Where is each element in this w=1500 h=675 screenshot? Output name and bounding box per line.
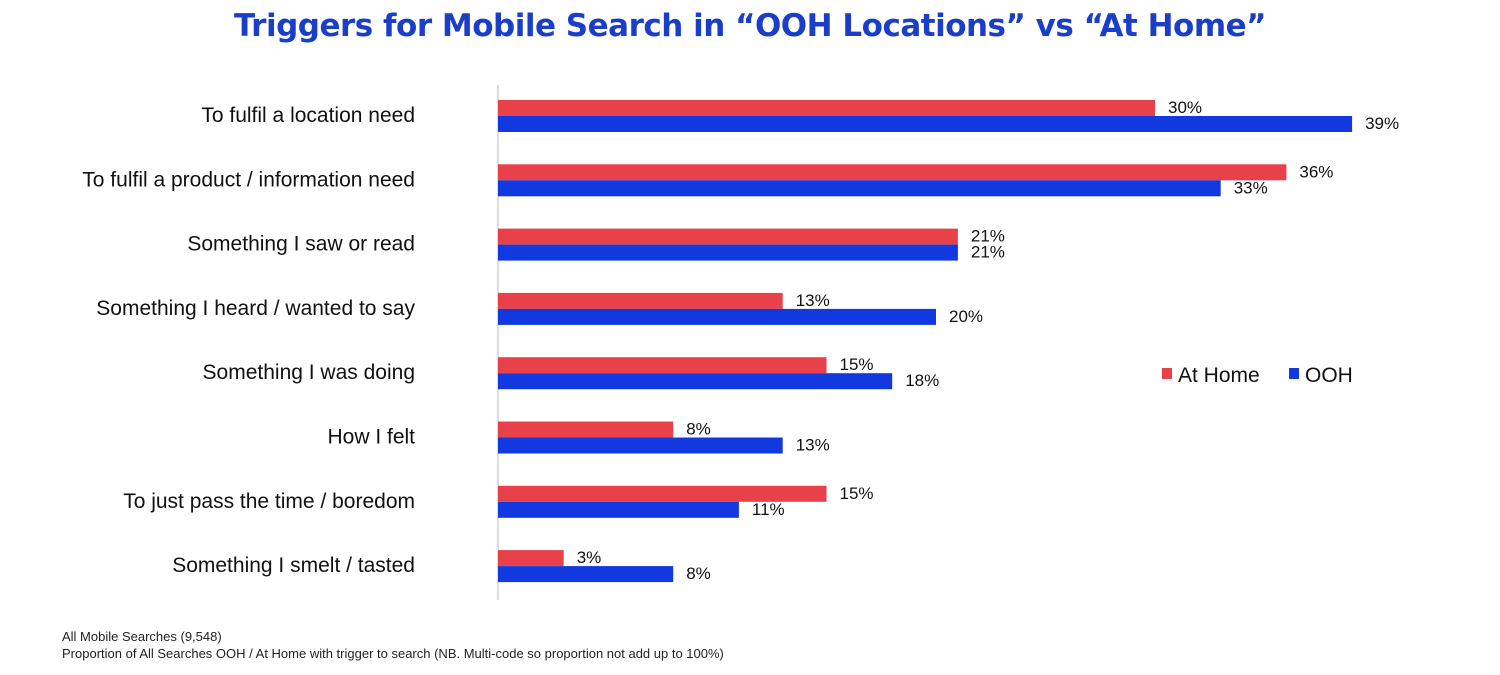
data-label: 11% xyxy=(752,500,785,519)
data-label: 20% xyxy=(949,307,983,326)
category-label: Something I smelt / tasted xyxy=(172,554,415,577)
legend-swatch xyxy=(1162,368,1172,379)
bar-at-home xyxy=(498,421,674,438)
bar-ooh xyxy=(498,244,958,261)
data-label: 3% xyxy=(577,548,602,567)
data-label: 8% xyxy=(686,420,711,439)
data-label: 21% xyxy=(971,227,1005,246)
category-label: How I felt xyxy=(327,426,415,449)
data-label: 18% xyxy=(905,371,939,390)
bar-at-home xyxy=(498,164,1287,181)
category-label: Something I heard / wanted to say xyxy=(96,297,415,320)
bar-at-home xyxy=(498,100,1155,116)
legend-label: OOH xyxy=(1305,364,1353,387)
bar-ooh xyxy=(498,566,674,583)
chart-title: Triggers for Mobile Search in “OOH Locat… xyxy=(233,8,1267,44)
category-label: Something I was doing xyxy=(203,361,415,384)
bar-ooh xyxy=(498,373,893,390)
data-label: 13% xyxy=(796,291,830,310)
data-label: 8% xyxy=(686,564,711,583)
bar-ooh xyxy=(498,501,739,518)
footnote: All Mobile Searches (9,548) Proportion o… xyxy=(62,628,724,662)
bar-at-home xyxy=(498,550,564,567)
legend-label: At Home xyxy=(1178,364,1260,387)
data-label: 33% xyxy=(1234,178,1268,197)
bar-ooh xyxy=(498,437,783,454)
data-label: 15% xyxy=(840,355,874,374)
bar-at-home xyxy=(498,292,783,309)
category-label: Something I saw or read xyxy=(187,233,415,256)
bar-at-home xyxy=(498,485,827,502)
category-label: To fulfil a product / information need xyxy=(82,168,415,191)
footnote-base: All Mobile Searches (9,548) xyxy=(62,629,222,644)
data-label: 15% xyxy=(840,484,874,503)
bar-ooh xyxy=(498,116,1353,132)
category-label: To fulfil a location need xyxy=(201,104,415,127)
legend-swatch xyxy=(1289,368,1299,379)
category-label: To just pass the time / boredom xyxy=(123,490,415,513)
data-label: 36% xyxy=(1299,162,1333,181)
data-label: 21% xyxy=(971,243,1005,262)
bar-ooh xyxy=(498,308,936,325)
footnote-note: Proportion of All Searches OOH / At Home… xyxy=(62,646,724,661)
data-label: 30% xyxy=(1168,98,1202,117)
data-label: 13% xyxy=(796,436,830,455)
bar-ooh xyxy=(498,180,1221,197)
data-label: 39% xyxy=(1365,114,1399,133)
bar-at-home xyxy=(498,357,827,374)
bar-at-home xyxy=(498,228,958,245)
